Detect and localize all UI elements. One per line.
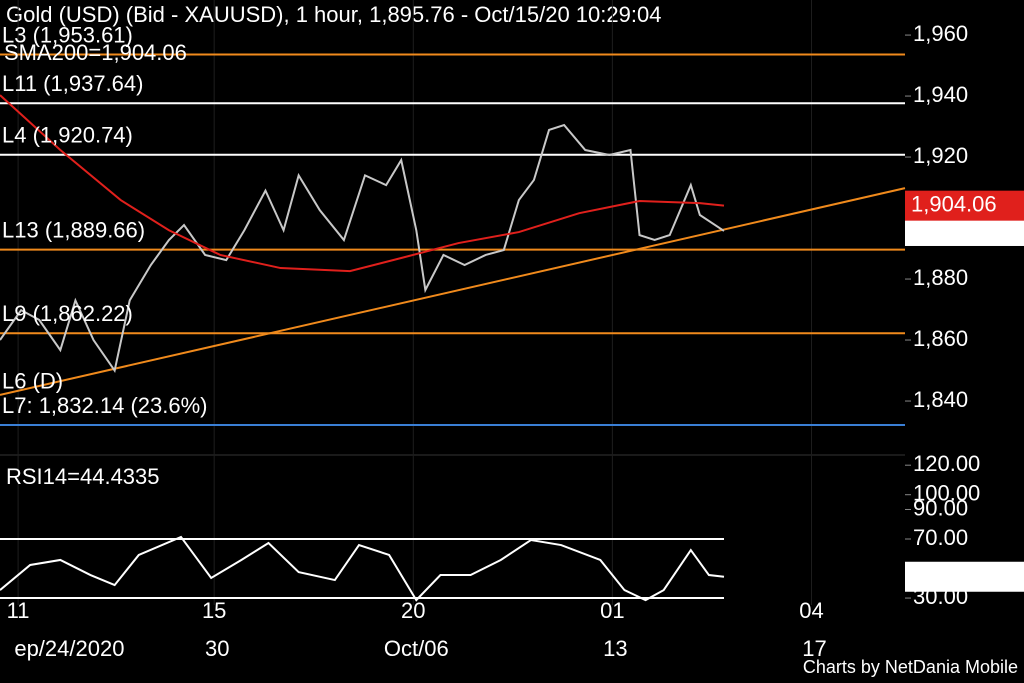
series-label: RSI14=44.4335: [6, 464, 160, 489]
credit: Charts by NetDania Mobile: [803, 657, 1018, 677]
y-tick-label: 90.00: [913, 495, 968, 520]
level-label: L9 (1,862.22): [2, 301, 133, 326]
y-tick-label: 1,920: [913, 143, 968, 168]
series-label: SMA200=: [4, 40, 101, 65]
level-label: L6 (D): [2, 369, 63, 394]
x-tick-label: 11: [7, 598, 30, 623]
series-line: [0, 94, 725, 273]
series-value-label: 1,904.06: [101, 40, 187, 65]
level-label: L13 (1,889.66): [2, 217, 145, 242]
y-tick-label: 1,940: [913, 82, 968, 107]
x-tick-label: 17: [802, 636, 826, 661]
level-label: L7: 1,832.14 (23.6%): [2, 393, 207, 418]
x-tick-label: 04: [799, 598, 823, 623]
series-line: [0, 123, 725, 373]
y-tick-label: 1,860: [913, 326, 968, 351]
y-tick-label: 1,960: [913, 21, 968, 46]
series-line: [0, 535, 725, 602]
y-tick-label: 100.00: [913, 481, 980, 506]
y-tick-label: 70.00: [913, 525, 968, 550]
x-tick-label: 13: [603, 636, 627, 661]
x-tick-label: 30: [205, 636, 229, 661]
y-tick-label: 1,840: [913, 387, 968, 412]
level-label: L4 (1,920.74): [2, 123, 133, 148]
x-tick-label: 01: [600, 598, 624, 623]
x-tick-label: Oct/06: [384, 636, 449, 661]
trendline: [0, 187, 906, 396]
price-tag-label: 44.4335: [911, 563, 991, 588]
y-tick-label: 1,880: [913, 265, 968, 290]
chart-title: Gold (USD) (Bid - XAUUSD), 1 hour, 1,895…: [6, 2, 661, 27]
x-tick-label: 15: [202, 598, 226, 623]
level-label: L11 (1,937.64): [2, 71, 143, 96]
x-tick-label: ep/24/2020: [14, 636, 124, 661]
y-tick-label: 120.00: [913, 451, 980, 476]
level-label: L3 (1,953.61): [2, 22, 133, 47]
price-tag: [905, 215, 1024, 246]
plot-layer: [0, 53, 906, 602]
grid-layer: [0, 0, 911, 605]
price-tag: [905, 561, 1024, 592]
price-tag: [905, 190, 1024, 221]
x-tick-label: 20: [401, 598, 425, 623]
price-tag-label: 1,904.06: [911, 191, 997, 216]
price-tag-label: 1,895.76: [911, 217, 997, 242]
